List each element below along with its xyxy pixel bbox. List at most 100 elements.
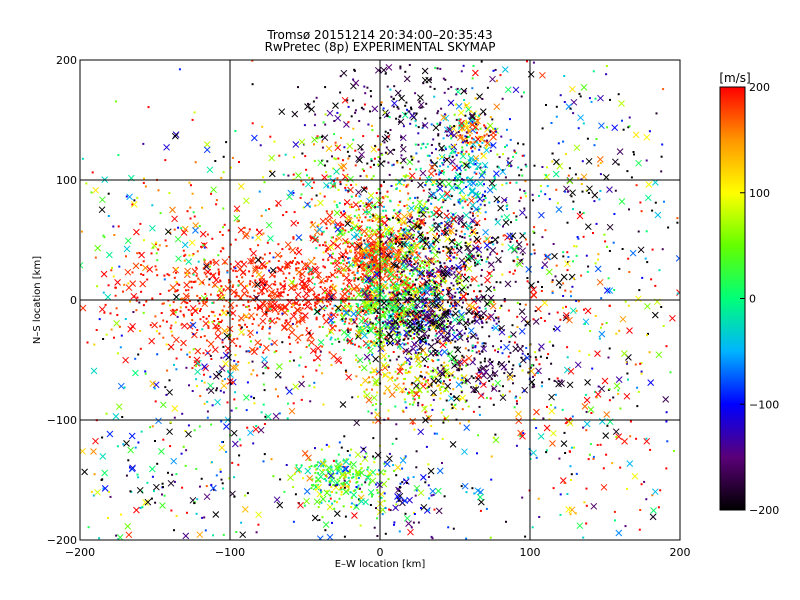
data-point [517, 429, 524, 437]
data-point [411, 337, 414, 340]
data-point [353, 68, 356, 71]
data-point [432, 304, 435, 307]
data-point [426, 336, 429, 339]
data-point [127, 282, 130, 285]
data-point [446, 301, 449, 304]
data-point [434, 334, 437, 337]
data-point [432, 493, 435, 496]
data-point [354, 262, 357, 265]
data-point [210, 310, 213, 313]
data-point [387, 271, 395, 278]
data-point [424, 283, 427, 286]
data-point [175, 368, 178, 371]
data-point [515, 395, 518, 398]
data-point [463, 332, 466, 335]
data-point [400, 252, 407, 260]
data-point [374, 328, 377, 331]
data-point [469, 110, 472, 113]
data-point [355, 354, 358, 357]
data-point [356, 474, 359, 477]
data-point [372, 255, 375, 258]
data-point [403, 228, 406, 231]
data-point [170, 509, 173, 512]
data-point [366, 86, 369, 89]
data-point [428, 266, 431, 269]
data-point [440, 232, 443, 235]
data-point [378, 258, 381, 261]
data-point [544, 253, 552, 261]
data-point [383, 473, 386, 476]
data-point [318, 244, 321, 247]
data-point [435, 305, 438, 308]
data-point [459, 118, 462, 121]
data-point [412, 240, 415, 243]
data-point [277, 243, 280, 246]
data-point [194, 347, 202, 355]
data-point [398, 337, 401, 340]
data-point [458, 282, 461, 284]
data-point [199, 318, 202, 321]
data-point [456, 134, 464, 141]
data-point [440, 107, 443, 110]
data-point [517, 345, 524, 353]
data-point [390, 227, 393, 230]
data-point [372, 421, 375, 424]
data-point [354, 277, 357, 280]
data-point [452, 239, 455, 242]
data-point [401, 391, 404, 394]
data-point [301, 152, 304, 155]
data-point [256, 374, 259, 377]
data-point [221, 482, 224, 485]
data-point [419, 200, 422, 203]
data-point [397, 355, 400, 358]
data-point [324, 266, 326, 269]
data-point [92, 494, 95, 497]
data-point [173, 228, 176, 231]
data-point [261, 356, 268, 363]
data-point [348, 285, 351, 288]
data-point [366, 226, 369, 229]
data-point [439, 380, 442, 383]
data-point [339, 486, 342, 489]
data-point [209, 260, 212, 263]
data-point [387, 364, 390, 367]
data-point [514, 280, 517, 283]
data-point [452, 284, 455, 287]
data-point [391, 216, 394, 219]
data-point [255, 511, 262, 519]
data-point [544, 255, 547, 257]
data-point [159, 212, 162, 215]
data-point [284, 241, 292, 249]
data-point [340, 308, 343, 311]
data-point [353, 321, 356, 324]
data-point [318, 310, 321, 313]
data-point [460, 391, 463, 394]
data-point [399, 209, 402, 212]
data-point [350, 318, 353, 321]
data-point [301, 286, 304, 289]
data-point [391, 319, 394, 322]
data-point [158, 332, 161, 335]
data-point [371, 353, 374, 356]
data-point [353, 419, 361, 427]
data-point [309, 306, 312, 309]
data-point [352, 476, 355, 479]
data-point [336, 206, 339, 209]
data-point [446, 326, 449, 329]
data-point [431, 279, 434, 282]
data-point [331, 502, 334, 505]
data-point [461, 377, 464, 379]
data-point [461, 265, 464, 268]
data-point [165, 245, 168, 247]
data-point [412, 219, 415, 222]
data-point [172, 266, 180, 274]
data-point [432, 268, 435, 271]
data-point [333, 120, 336, 122]
data-point [334, 269, 337, 272]
data-point [154, 315, 157, 318]
data-point [431, 408, 434, 411]
data-point [419, 374, 422, 377]
data-point [492, 268, 495, 271]
data-point [222, 487, 225, 490]
data-point [242, 394, 250, 401]
